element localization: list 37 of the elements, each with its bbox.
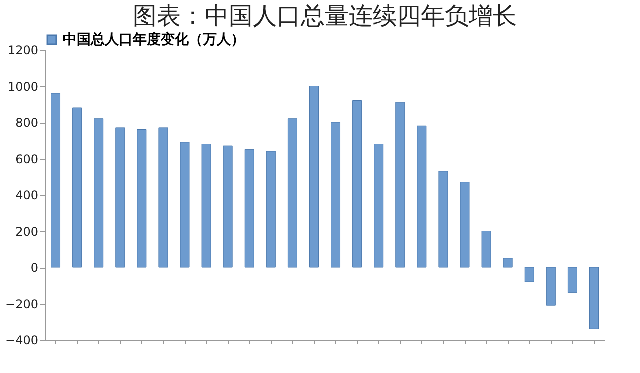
bar [309,86,319,268]
y-tick-label: 1200 [8,44,38,58]
bar [180,142,190,268]
bar [202,144,212,268]
bar [417,126,427,268]
y-tick-label: 1000 [8,80,38,94]
bar [331,122,341,268]
bar [438,171,448,268]
bar [244,149,254,268]
legend-label: 中国总人口年度变化（万人） [63,31,245,48]
y-tick-label: 800 [16,116,38,130]
bar [266,151,276,268]
bar [374,144,384,268]
bar [460,182,470,268]
bar [137,130,147,268]
bar [288,118,298,268]
y-tick-label: −400 [6,334,38,348]
y-tick-label: 200 [16,224,38,239]
chart-title: 图表：中国人口总量连续四年负增长 [133,2,517,30]
bar [352,100,362,268]
bar [116,128,126,268]
bar [503,258,513,268]
bar [482,231,492,268]
bar [94,118,104,268]
bar [223,146,233,268]
bar [524,267,534,282]
bar [396,102,406,268]
bar [158,128,168,268]
y-tick-label: 400 [16,188,38,202]
bar [568,267,578,294]
bar [546,267,556,306]
bar [51,93,61,268]
y-tick-label: −200 [6,297,38,312]
y-tick-label: 0 [30,261,38,275]
bar [589,267,599,330]
bar [72,108,82,268]
y-tick-label: 600 [16,152,38,166]
